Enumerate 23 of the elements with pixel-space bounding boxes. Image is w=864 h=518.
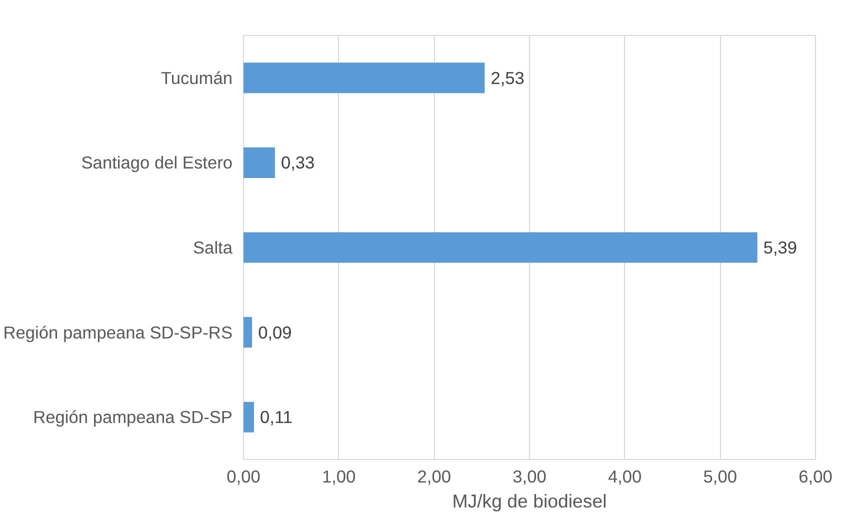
x-tick-label: 5,00 xyxy=(703,466,738,486)
data-label: 0,11 xyxy=(260,407,292,428)
x-tick-label: 4,00 xyxy=(608,466,642,486)
bar xyxy=(244,317,252,348)
y-tick-label: Región pampeana SD-SP-RS xyxy=(3,322,232,342)
y-tick-label: Región pampeana SD-SP xyxy=(33,407,233,428)
data-label: 0,33 xyxy=(280,152,315,173)
x-tick-label: 6,00 xyxy=(798,466,832,486)
data-label: 0,09 xyxy=(258,322,292,342)
data-label: 5,39 xyxy=(763,238,798,258)
bar xyxy=(244,232,758,263)
y-tick-label: Salta xyxy=(193,238,233,258)
bar xyxy=(244,62,485,94)
data-label: 2,53 xyxy=(490,68,524,88)
bar xyxy=(244,402,254,432)
y-tick-label: Tucumán xyxy=(160,68,233,88)
x-tick-label: 0,00 xyxy=(226,466,260,486)
bar xyxy=(244,147,275,178)
x-tick-label: 3,00 xyxy=(512,466,546,486)
x-axis-title: MJ/kg de biodiesel xyxy=(452,490,607,512)
x-tick-label: 2,00 xyxy=(417,466,452,486)
y-tick-label: Santiago del Estero xyxy=(81,152,233,173)
x-tick-label: 1,00 xyxy=(322,466,356,486)
